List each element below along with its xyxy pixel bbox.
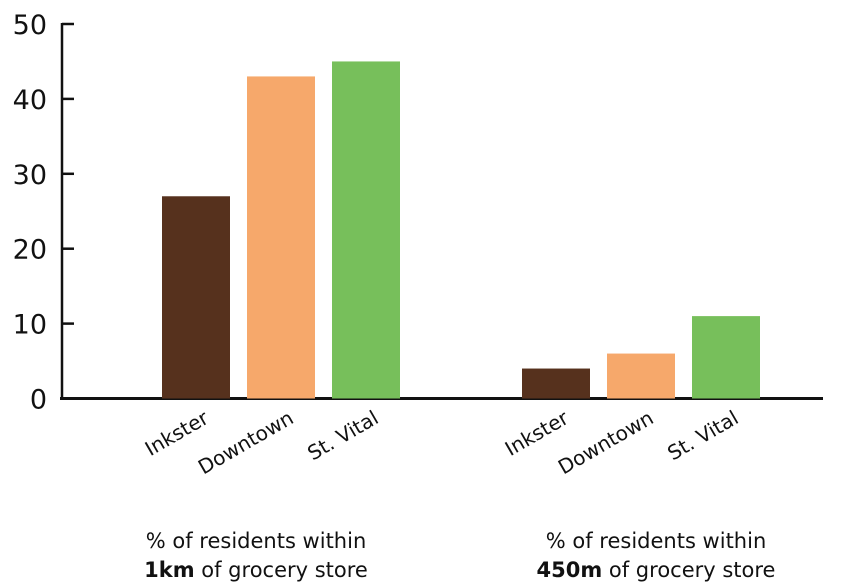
y-tick-label: 50: [13, 10, 47, 41]
bar-st-vital: [332, 61, 400, 399]
y-axis: 0 10 20 30 40 50: [13, 10, 74, 416]
caption-line-2: 450m of grocery store: [486, 556, 826, 585]
bar-inkster: [162, 196, 230, 399]
x-tick-label: Downtown: [194, 406, 298, 480]
bars: [162, 61, 760, 399]
bar-st-vital: [692, 316, 760, 399]
x-tick-label: St. Vital: [303, 406, 382, 466]
group-caption-450m: % of residents within 450m of grocery st…: [486, 527, 826, 585]
y-tick-label: 0: [30, 385, 47, 416]
caption-distance: 450m: [536, 558, 603, 582]
bar-downtown: [247, 76, 315, 399]
bar-downtown: [607, 353, 675, 399]
y-tick-label: 40: [13, 85, 47, 116]
y-tick-label: 10: [13, 310, 47, 341]
y-tick-label: 20: [13, 235, 47, 266]
caption-line-2: 1km of grocery store: [86, 556, 426, 585]
caption-distance: 1km: [144, 558, 195, 582]
x-tick-label: St. Vital: [663, 406, 742, 466]
y-tick-label: 30: [13, 160, 47, 191]
x-tick-label: Downtown: [554, 406, 658, 480]
caption-suffix: of grocery store: [194, 558, 368, 582]
caption-suffix: of grocery store: [602, 558, 776, 582]
caption-line-1: % of residents within: [545, 529, 767, 553]
caption-line-1: % of residents within: [145, 529, 367, 553]
group-caption-1km: % of residents within 1km of grocery sto…: [86, 527, 426, 585]
bar-inkster: [522, 368, 590, 399]
